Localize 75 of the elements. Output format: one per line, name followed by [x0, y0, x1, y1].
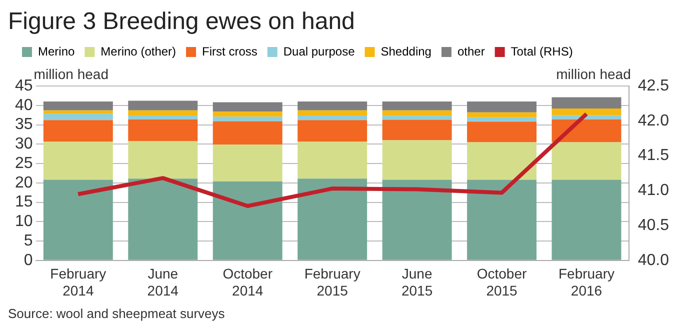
bar — [467, 142, 537, 180]
bar — [382, 110, 452, 116]
bar — [382, 140, 452, 180]
y-tick-label: 5 — [24, 232, 33, 250]
bar — [382, 116, 452, 120]
y2-axis-title: million head — [556, 66, 631, 82]
y-tick-label: 10 — [15, 213, 33, 230]
chart-title: Figure 3 Breeding ewes on hand — [8, 8, 356, 36]
bar — [298, 120, 368, 142]
bar — [43, 180, 113, 260]
bar — [128, 115, 198, 120]
bar — [298, 110, 368, 116]
legend-label: Merino (other) — [100, 44, 176, 58]
x-tick-label: February 2016 — [558, 266, 615, 298]
bar — [212, 112, 282, 117]
x-tick-label: October 2014 — [222, 266, 273, 298]
legend-label: Total (RHS) — [510, 44, 573, 58]
bar — [467, 117, 537, 122]
bar — [552, 180, 622, 260]
bar — [552, 108, 622, 116]
bar — [212, 144, 282, 182]
bar — [382, 120, 452, 140]
y2-tick-label: 41.0 — [638, 182, 670, 200]
y-tick-label: 15 — [15, 194, 33, 211]
bar — [298, 178, 368, 260]
bar — [467, 112, 537, 118]
x-tick-label: June 2015 — [401, 266, 433, 298]
bar — [467, 122, 537, 142]
x-tick-label: February 2015 — [304, 266, 360, 298]
bar — [212, 116, 282, 122]
y2-tick-label: 41.5 — [638, 147, 670, 164]
bar — [128, 178, 198, 260]
legend-label: Dual purpose — [283, 44, 356, 58]
x-tick-label: June 2014 — [147, 266, 179, 298]
bar — [43, 142, 113, 180]
y2-tick-label: 42.5 — [638, 77, 670, 94]
bar — [43, 102, 113, 110]
y-tick-label: 40 — [15, 96, 33, 114]
y-tick-label: 20 — [15, 174, 33, 192]
x-tick-label: February 2014 — [50, 266, 106, 298]
bar — [467, 180, 537, 260]
bar — [298, 102, 368, 110]
source-note: Source: wool and sheepmeat surveys — [8, 306, 226, 321]
bar — [128, 110, 198, 116]
bar — [212, 102, 282, 112]
y-tick-label: 25 — [15, 154, 33, 172]
bar — [43, 110, 113, 114]
y-axis-title: million head — [34, 66, 109, 82]
bar — [552, 142, 622, 180]
bar — [212, 121, 282, 145]
bar — [382, 180, 452, 260]
legend-label: other — [457, 44, 485, 58]
bar — [298, 115, 368, 120]
y-tick-label: 35 — [15, 116, 33, 134]
y2-tick-label: 42.0 — [638, 112, 670, 130]
bar — [43, 120, 113, 142]
y-tick-label: 45 — [15, 77, 33, 94]
bar — [128, 119, 198, 142]
bar — [212, 181, 282, 260]
bar — [552, 115, 622, 120]
y2-tick-label: 40.0 — [638, 252, 670, 269]
y2-tick-label: 40.5 — [638, 216, 670, 234]
legend-label: Shedding — [380, 44, 432, 58]
bar — [43, 114, 113, 120]
legend-label: Merino — [38, 44, 76, 58]
bar — [467, 102, 537, 112]
legend-label: First cross — [202, 44, 258, 58]
bar — [128, 141, 198, 179]
bar — [552, 97, 622, 108]
y-tick-label: 30 — [15, 136, 33, 153]
bar — [128, 100, 198, 110]
bar — [298, 142, 368, 179]
x-tick-label: October 2015 — [476, 266, 528, 298]
y-tick-label: 0 — [24, 252, 33, 269]
bar — [382, 102, 452, 110]
